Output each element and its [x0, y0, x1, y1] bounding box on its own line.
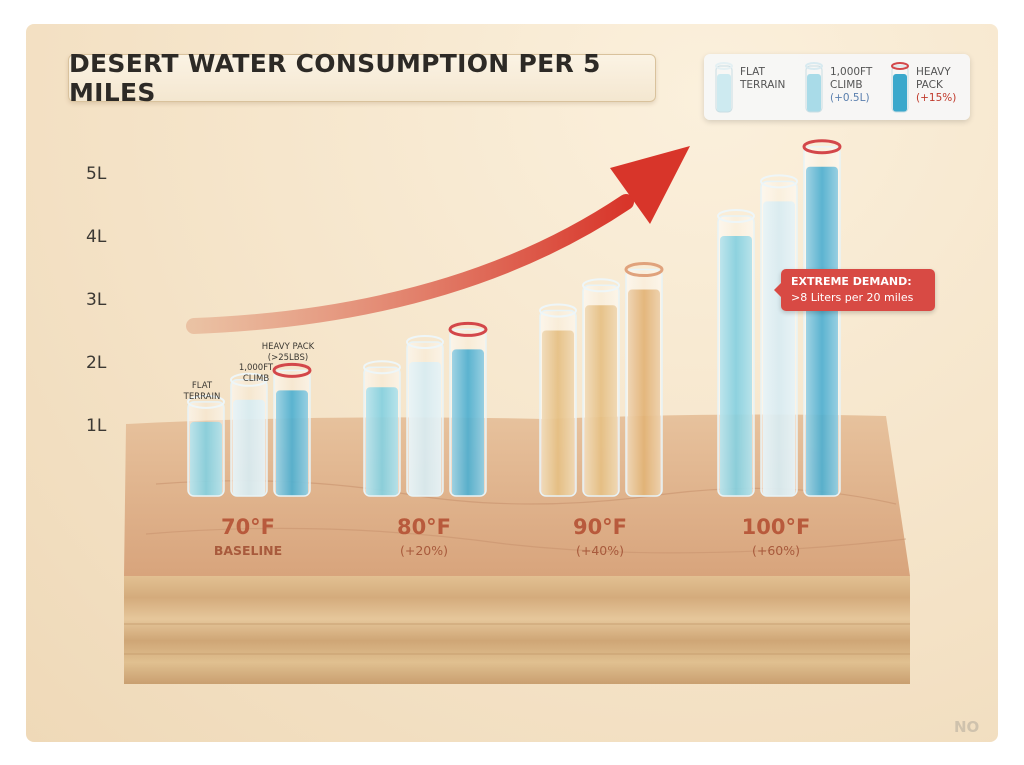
bar: [230, 372, 268, 497]
bar-series-label: 1,000FT CLIMB: [239, 363, 274, 384]
category-subtitle: (+40%): [576, 543, 624, 558]
legend-swatch: [891, 62, 909, 113]
category-subtitle: (+20%): [400, 543, 448, 558]
legend-label: HEAVY PACK (+15%): [916, 66, 957, 104]
legend-swatch: [805, 62, 823, 113]
bar: [717, 209, 755, 497]
y-tick-label: 3L: [86, 290, 107, 310]
legend-note: (+15%): [916, 92, 957, 104]
category-subtitle: (+60%): [752, 543, 800, 558]
bar: [272, 362, 312, 497]
bar: [582, 278, 620, 497]
annotation-callout: EXTREME DEMAND: >8 Liters per 20 miles: [774, 269, 935, 311]
legend: FLAT TERRAIN 1,000FT CLIMB (+0.5L) HEAVY PA…: [704, 54, 970, 120]
terrain-block: [124, 414, 910, 684]
legend-entry: 1,000FT CLIMB (+0.5L): [804, 60, 888, 116]
watermark: NO: [954, 718, 980, 736]
chart-title-box: DESERT WATER CONSUMPTION PER 5 MILES: [68, 49, 656, 107]
bar: [187, 394, 225, 497]
chart-plot: 1L 2L 3L 4L 5L FLAT TERRAIN 1,000FT CLIMBHEAVY …: [86, 139, 910, 684]
y-tick-label: 4L: [86, 227, 107, 247]
legend-entry: HEAVY PACK (+15%): [890, 60, 974, 116]
legend-note: (+0.5L): [830, 92, 870, 104]
bar: [760, 174, 798, 497]
category-temp-label: 100°F: [742, 515, 811, 539]
legend-label: FLAT TERRAIN: [740, 66, 786, 91]
category-temp-label: 70°F: [221, 515, 275, 539]
category-subtitle: BASELINE: [214, 543, 282, 558]
bar: [406, 335, 444, 497]
legend-swatch: [715, 62, 733, 113]
legend-entry: FLAT TERRAIN: [714, 60, 798, 116]
bar: [448, 321, 488, 497]
bar: [624, 262, 664, 497]
legend-label: 1,000FT CLIMB (+0.5L): [830, 66, 873, 104]
category-temp-label: 80°F: [397, 515, 451, 539]
bar: [539, 303, 577, 497]
bar: [363, 360, 401, 497]
category-temp-label: 90°F: [573, 515, 627, 539]
chart-area: 1L 2L 3L 4L 5L FLAT TERRAIN 1,000FT CLIMB HEAVY …: [26, 24, 998, 742]
y-tick-label: 5L: [86, 164, 107, 184]
y-tick-label: 1L: [86, 416, 107, 436]
bar: [802, 139, 842, 497]
bar-series-label: FLAT TERRAIN: [183, 381, 221, 402]
chart-title: DESERT WATER CONSUMPTION PER 5 MILES: [69, 49, 601, 107]
annotation-title: EXTREME DEMAND:: [791, 275, 912, 288]
annotation-text: >8 Liters per 20 miles: [791, 291, 914, 304]
y-tick-label: 2L: [86, 353, 107, 373]
category-labels: 70°F BASELINE 80°F (+20%) 90°F (+40%) 100°F (+6…: [214, 515, 811, 558]
y-axis: 1L 2L 3L 4L 5L: [86, 164, 107, 436]
trend-arrow: [186, 146, 690, 334]
bar-series-label: HEAVY PACK (>25LBS): [262, 342, 315, 363]
